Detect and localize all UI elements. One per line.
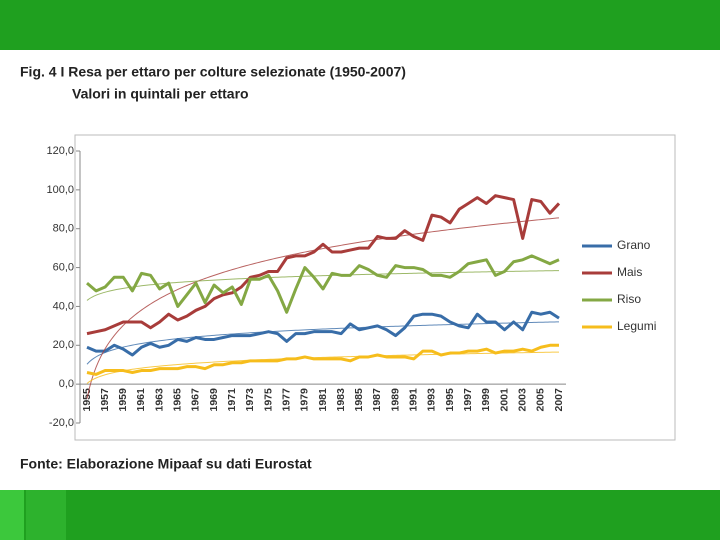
data-line [86,343,559,376]
x-tick-label: 1993 [426,388,438,412]
top-band [0,0,720,50]
x-tick-label: 2003 [516,388,528,412]
x-tick-label: 2001 [498,388,510,412]
chart-frame [74,134,676,441]
trend-line [86,270,560,301]
source-note: Fonte: Elaborazione Mipaaf su dati Euros… [20,456,312,472]
x-tick-label: 1985 [353,388,365,412]
x-tick-label: 1959 [117,388,129,412]
y-tick-label: 0,0 [59,378,74,390]
y-tick-label: 20,0 [53,339,74,351]
x-tick-label: 1963 [153,388,165,412]
corner-square [0,490,24,540]
corner-square [26,490,66,540]
y-tick-label: -20,0 [49,417,74,429]
trend-line [86,321,560,365]
x-tick-label: 1965 [172,388,184,412]
data-line [86,310,560,357]
x-tick-label: 2005 [535,388,547,412]
x-tick-label: 1981 [317,388,329,412]
y-tick-label: 80,0 [53,223,74,235]
x-tick-label: 1973 [244,388,256,412]
y-tick-label: 60,0 [53,261,74,273]
chart-subtitle: Valori in quintali per ettaro [72,86,249,102]
y-tick-label: 100,0 [46,184,74,196]
x-tick-label: 1989 [389,388,401,412]
x-tick-label: 1979 [299,388,311,412]
x-tick-label: 1991 [408,388,420,412]
x-tick-label: 1955 [81,388,93,412]
legend-label: Mais [617,265,642,279]
x-tick-label: 1987 [371,388,383,412]
x-tick-label: 1957 [99,388,111,412]
x-tick-label: 1997 [462,388,474,412]
data-line [86,194,561,336]
x-tick-label: 1975 [262,388,274,412]
bottom-band [0,490,720,540]
y-tick-label: 40,0 [53,300,74,312]
x-tick-label: 1971 [226,388,238,412]
legend-label: Riso [617,292,641,306]
x-tick-label: 1995 [444,388,456,412]
trend-line [86,217,560,399]
x-tick-label: 2007 [553,388,565,412]
x-tick-label: 1977 [280,388,292,412]
plot-area [86,194,561,399]
x-tick-label: 1983 [335,388,347,412]
y-tick-label: 120,0 [46,145,74,157]
x-tick-label: 1967 [190,388,202,412]
x-tick-label: 1961 [135,388,147,412]
legend-label: Legumi [617,319,656,333]
x-tick-label: 1999 [480,388,492,412]
x-tick-label: 1969 [208,388,220,412]
legend-label: Grano [617,238,651,252]
data-line [86,254,560,314]
chart-title: Fig. 4 I Resa per ettaro per colture sel… [20,64,406,80]
trend-line [86,351,560,384]
